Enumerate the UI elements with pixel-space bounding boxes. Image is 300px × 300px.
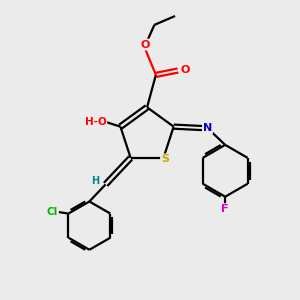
Text: H: H (91, 176, 99, 187)
Text: O: O (141, 40, 150, 50)
Text: Cl: Cl (47, 207, 58, 217)
Text: S: S (161, 154, 169, 164)
Text: H-O: H-O (85, 117, 106, 127)
Text: O: O (181, 65, 190, 76)
Text: N: N (203, 123, 212, 133)
Text: F: F (221, 204, 229, 214)
